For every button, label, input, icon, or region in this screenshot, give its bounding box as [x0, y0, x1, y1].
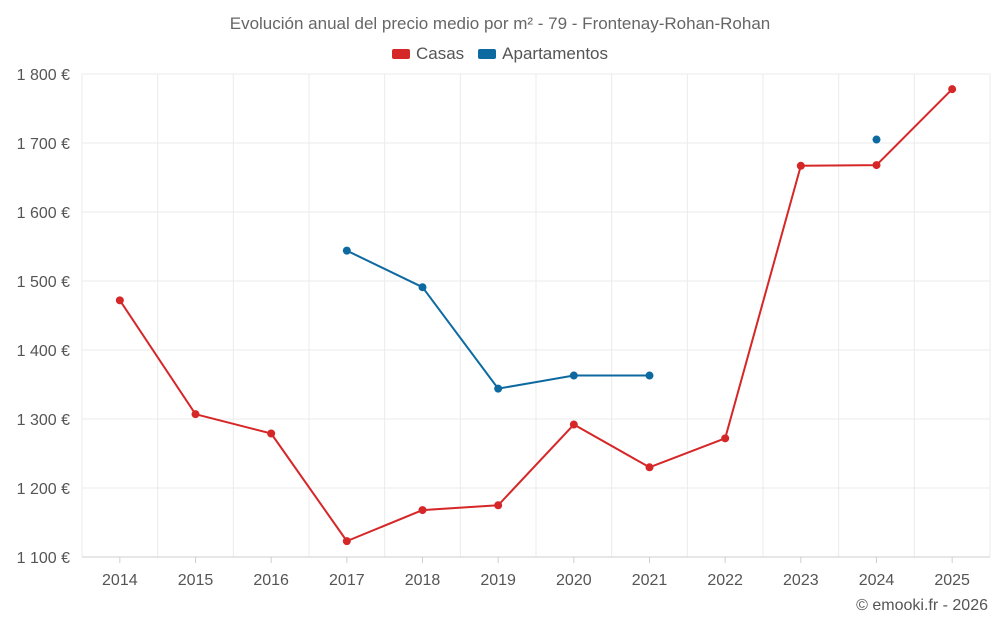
series: Casas 2014: 1472 Casas 2015: 1307 Casas 20…: [115, 85, 957, 546]
legend-swatch-apartamentos: [478, 49, 497, 59]
x-tick-label: 2020: [556, 572, 592, 589]
data-point-casas[interactable]: Casas 2018: 1168: [418, 506, 427, 515]
data-point-apartamentos[interactable]: Apartamentos 2019: 1344: [494, 384, 503, 393]
data-point-apartamentos[interactable]: Apartamentos 2018: 1491: [418, 283, 427, 292]
data-point-apartamentos[interactable]: Apartamentos 2024: 1705: [872, 135, 881, 144]
data-point-apartamentos[interactable]: Apartamentos 2017: 1544: [342, 246, 351, 255]
x-tick-label: 2016: [253, 572, 289, 589]
data-point-casas[interactable]: Casas 2015: 1307: [191, 410, 200, 419]
y-tick-label: 1 400 €: [17, 343, 70, 360]
legend-item-casas[interactable]: Casas: [391, 44, 465, 64]
y-tick-label: 1 200 €: [17, 481, 70, 498]
grid: [81, 73, 991, 558]
data-point-casas[interactable]: Casas 2019: 1175: [494, 501, 503, 510]
y-tick-label: 1 600 €: [17, 205, 70, 222]
data-point-casas[interactable]: Casas 2017: 1123: [342, 537, 351, 546]
data-point-casas[interactable]: Casas 2023: 1667: [796, 161, 805, 170]
y-tick-label: 1 800 €: [17, 67, 70, 84]
legend: Casas Apartamentos: [0, 44, 1000, 64]
data-point-casas[interactable]: Casas 2014: 1472: [115, 296, 124, 305]
data-point-casas[interactable]: Casas 2016: 1279: [267, 429, 276, 438]
data-point-casas[interactable]: Casas 2024: 1668: [872, 161, 881, 170]
data-point-casas[interactable]: Casas 2021: 1230: [645, 463, 654, 472]
y-tick-label: 1 500 €: [17, 274, 70, 291]
x-tick-label: 2015: [178, 572, 214, 589]
data-point-casas[interactable]: Casas 2020: 1292: [569, 420, 578, 429]
x-tick-label: 2018: [405, 572, 441, 589]
series-line-apartamentos: [346, 249, 650, 390]
x-tick-label: 2024: [859, 572, 895, 589]
axes: 1 100 € 1 200 € 1 300 € 1 400 € 1 500 € 1 600…: [17, 67, 990, 589]
y-tick-label: 1 700 €: [17, 136, 70, 153]
x-tick-label: 2023: [783, 572, 819, 589]
x-tick-label: 2021: [632, 572, 668, 589]
legend-label-apartamentos: Apartamentos: [502, 44, 609, 63]
y-tick-label: 1 100 €: [17, 550, 70, 567]
legend-label-casas: Casas: [415, 44, 465, 63]
x-tick-label: 2022: [707, 572, 743, 589]
x-tick-label: 2014: [102, 572, 138, 589]
credit: © emooki.fr - 2026: [856, 597, 988, 614]
legend-swatch-casas: [391, 49, 410, 59]
data-point-apartamentos[interactable]: Apartamentos 2021: 1363: [645, 371, 654, 380]
series-line-casas: [119, 88, 953, 543]
x-tick-label: 2017: [329, 572, 365, 589]
y-tick-label: 1 300 €: [17, 412, 70, 429]
data-point-apartamentos[interactable]: Apartamentos 2020: 1363: [569, 371, 578, 380]
data-point-casas[interactable]: Casas 2022: 1272: [721, 434, 730, 443]
x-tick-label: 2025: [934, 572, 970, 589]
legend-item-apartamentos[interactable]: Apartamentos: [478, 44, 608, 64]
chart-title: Evolución anual del precio medio por m² …: [229, 14, 771, 33]
data-point-casas[interactable]: Casas 2025: 1778: [948, 85, 957, 94]
x-tick-label: 2019: [480, 572, 516, 589]
